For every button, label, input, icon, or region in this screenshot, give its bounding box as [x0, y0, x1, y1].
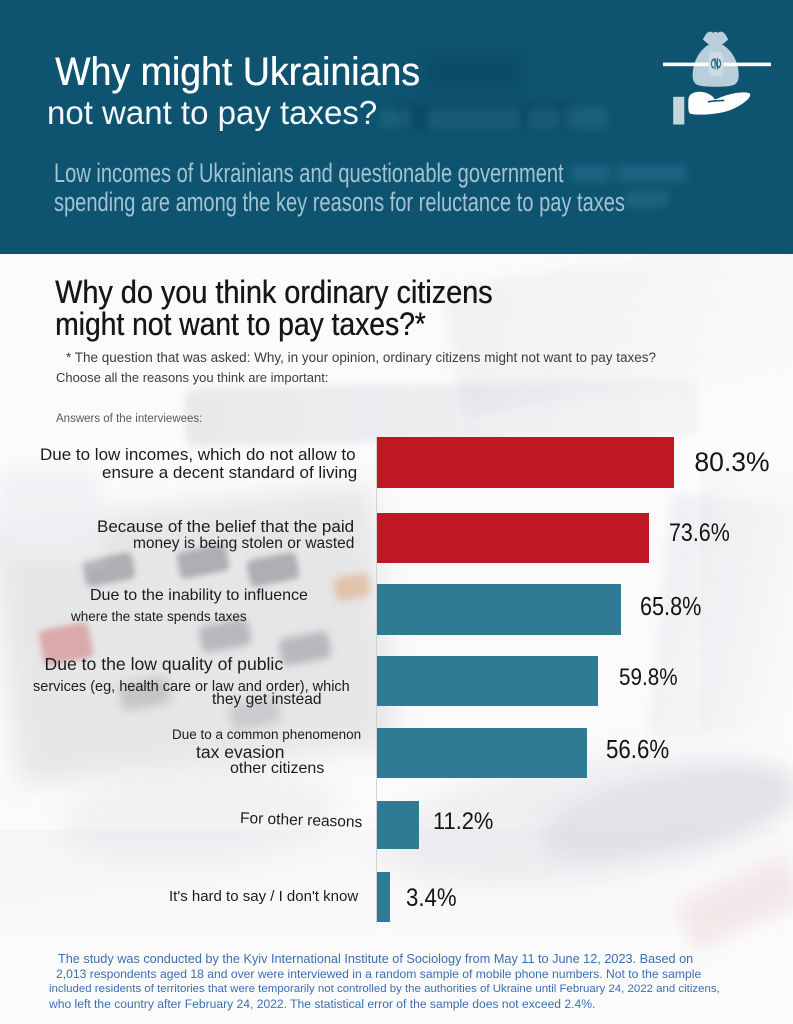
svg-text:₴: ₴	[708, 58, 724, 70]
